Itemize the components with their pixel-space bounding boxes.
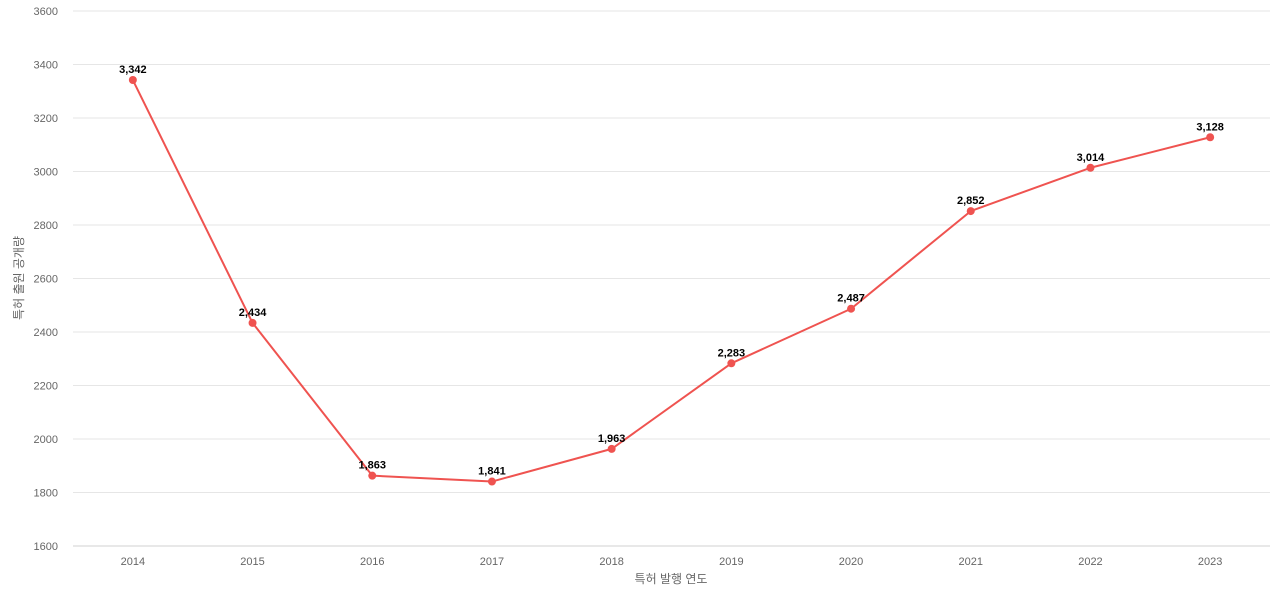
data-point[interactable] xyxy=(1086,163,1095,172)
data-point[interactable] xyxy=(128,76,137,85)
y-tick-label: 1600 xyxy=(34,541,58,553)
y-tick-label: 2400 xyxy=(34,327,58,339)
x-tick-label: 2015 xyxy=(240,556,264,568)
x-tick-label: 2018 xyxy=(599,556,623,568)
data-label: 2,283 xyxy=(718,347,746,359)
data-label: 1,841 xyxy=(478,466,506,478)
data-label: 1,963 xyxy=(598,433,626,445)
y-tick-label: 2200 xyxy=(34,381,58,393)
y-tick-label: 1800 xyxy=(34,488,58,500)
x-tick-label: 2019 xyxy=(719,556,743,568)
y-tick-label: 3400 xyxy=(34,60,58,72)
y-tick-label: 2800 xyxy=(34,220,58,232)
y-tick-label: 3000 xyxy=(34,167,58,179)
grid-layer xyxy=(73,10,1270,547)
x-tick-label: 2014 xyxy=(121,556,145,568)
x-tick-label: 2023 xyxy=(1198,556,1222,568)
data-point[interactable] xyxy=(487,477,496,486)
data-labels: 3,342 2,434 1,863 1,841 1,963 2,283 2,487 2,852… xyxy=(119,64,1224,478)
y-tick-label: 2600 xyxy=(34,274,58,286)
data-point[interactable] xyxy=(368,471,377,480)
y-tick-label: 2000 xyxy=(34,434,58,446)
data-point[interactable] xyxy=(248,318,257,327)
series-layer xyxy=(128,76,1215,486)
y-tick-label: 3200 xyxy=(34,113,58,125)
x-tick-label: 2016 xyxy=(360,556,384,568)
data-point[interactable] xyxy=(966,207,975,216)
data-point[interactable] xyxy=(847,304,856,313)
y-axis-title: 특허 출원 공개량 xyxy=(12,236,26,320)
series-line xyxy=(131,79,1211,483)
data-point[interactable] xyxy=(727,359,736,368)
x-tick-label: 2017 xyxy=(480,556,504,568)
data-label: 2,434 xyxy=(239,307,267,319)
x-tick-label: 2020 xyxy=(839,556,863,568)
x-axis-title: 특허 발행 연도 xyxy=(635,571,708,586)
data-label: 2,852 xyxy=(957,195,985,207)
data-point[interactable] xyxy=(607,444,616,453)
x-tick-label: 2021 xyxy=(959,556,983,568)
x-axis-ticks: 2014 2015 2016 2017 2018 2019 2020 2021 2022 2023 xyxy=(121,556,1223,568)
y-axis-ticks: 1600 1800 2000 2200 2400 2600 2800 3000 3200 3400… xyxy=(34,6,58,553)
data-label: 3,342 xyxy=(119,64,147,76)
data-label: 3,014 xyxy=(1077,152,1105,164)
data-label: 1,863 xyxy=(358,460,386,472)
data-label: 3,128 xyxy=(1196,121,1224,133)
y-tick-label: 3600 xyxy=(34,6,58,18)
data-point[interactable] xyxy=(1206,133,1215,142)
x-tick-label: 2022 xyxy=(1078,556,1102,568)
data-label: 2,487 xyxy=(837,293,865,305)
